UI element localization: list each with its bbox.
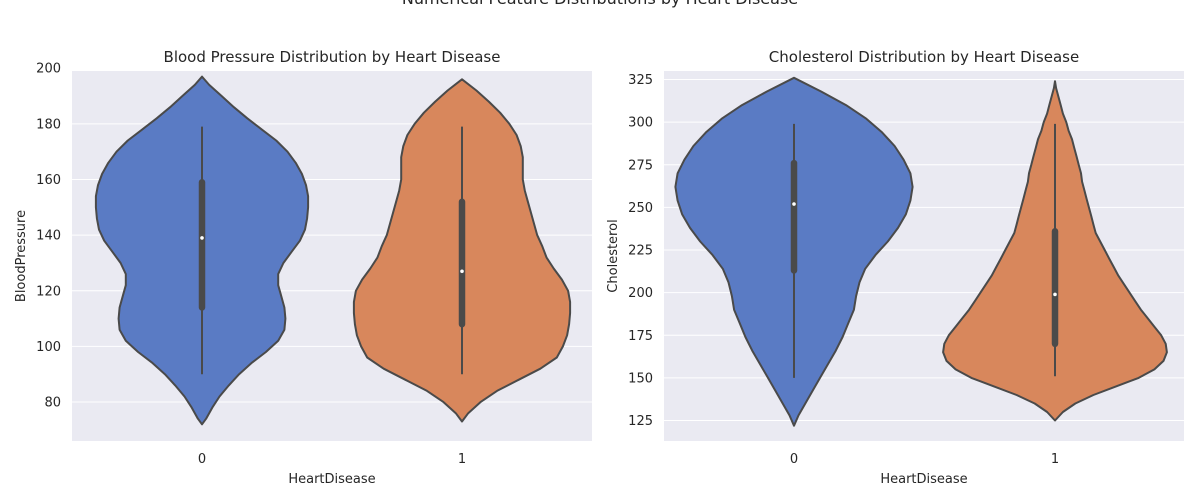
y-tick-label: 80	[44, 396, 61, 411]
y-tick-label: 160	[36, 173, 61, 188]
y-tick-label: 200	[36, 62, 61, 77]
y-tick-label: 225	[628, 244, 653, 259]
x-axis-label: HeartDisease	[288, 472, 375, 487]
violin-median-point	[1053, 292, 1057, 297]
x-tick-label: 0	[198, 452, 206, 467]
y-axis-label: BloodPressure	[14, 210, 29, 302]
y-tick-label: 100	[36, 340, 61, 355]
x-tick-label: 0	[790, 452, 798, 467]
panel-title: Blood Pressure Distribution by Heart Dis…	[164, 48, 501, 66]
y-tick-label: 325	[628, 73, 653, 88]
violin-median-point	[460, 269, 464, 274]
figure-suptitle: Numerical Feature Distributions by Heart…	[402, 0, 798, 8]
violin-median-point	[792, 202, 796, 206]
y-tick-label: 180	[36, 117, 61, 132]
x-tick-label: 1	[1051, 452, 1059, 467]
y-axis-label: Cholesterol	[606, 219, 621, 292]
violins	[674, 76, 1168, 427]
y-tick-label: 275	[628, 158, 653, 173]
y-tick-label: 125	[628, 414, 653, 429]
x-axis-label: HeartDisease	[880, 472, 967, 487]
y-tick-label: 175	[628, 329, 653, 344]
x-tick-label: 1	[458, 452, 466, 467]
y-tick-label: 120	[36, 284, 61, 299]
y-tick-label: 150	[628, 371, 653, 386]
y-tick-labels: 125 150 175 200 225 250 275 300 325	[628, 73, 653, 429]
violin-median-point	[200, 236, 204, 240]
y-tick-label: 250	[628, 201, 653, 216]
y-tick-label: 300	[628, 116, 653, 131]
panel-title: Cholesterol Distribution by Heart Diseas…	[769, 48, 1079, 66]
y-tick-label: 200	[628, 286, 653, 301]
y-tick-labels: 80 100 120 140 160 180 200	[36, 62, 61, 411]
y-tick-label: 140	[36, 229, 61, 244]
violins	[94, 75, 572, 426]
